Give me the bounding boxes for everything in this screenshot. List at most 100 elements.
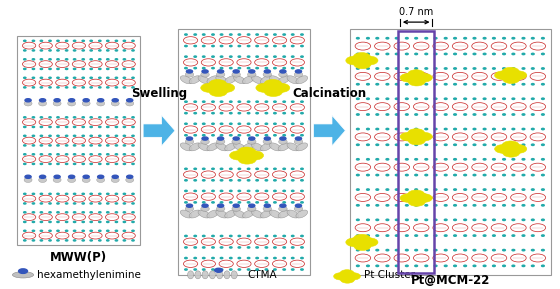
Circle shape bbox=[73, 221, 76, 223]
Circle shape bbox=[256, 180, 258, 181]
Circle shape bbox=[248, 56, 250, 57]
Circle shape bbox=[295, 137, 301, 140]
Ellipse shape bbox=[39, 177, 46, 182]
Circle shape bbox=[194, 247, 197, 248]
Circle shape bbox=[274, 135, 276, 136]
Circle shape bbox=[32, 212, 35, 213]
Circle shape bbox=[346, 238, 363, 247]
Circle shape bbox=[82, 145, 85, 146]
Circle shape bbox=[454, 235, 456, 236]
Circle shape bbox=[542, 144, 544, 145]
Circle shape bbox=[123, 145, 125, 146]
Circle shape bbox=[73, 240, 76, 241]
Circle shape bbox=[274, 123, 276, 124]
Circle shape bbox=[395, 128, 398, 130]
Circle shape bbox=[386, 205, 389, 206]
Circle shape bbox=[73, 50, 76, 51]
Circle shape bbox=[367, 159, 369, 160]
Ellipse shape bbox=[296, 143, 307, 151]
Circle shape bbox=[123, 59, 125, 60]
Circle shape bbox=[408, 190, 424, 199]
Circle shape bbox=[357, 219, 359, 221]
Circle shape bbox=[73, 77, 76, 78]
Ellipse shape bbox=[287, 210, 299, 218]
Circle shape bbox=[217, 70, 223, 73]
Circle shape bbox=[248, 247, 250, 248]
Circle shape bbox=[90, 68, 92, 70]
Circle shape bbox=[40, 221, 43, 223]
Circle shape bbox=[24, 77, 26, 78]
Circle shape bbox=[265, 235, 268, 237]
Circle shape bbox=[512, 205, 515, 206]
Circle shape bbox=[283, 190, 286, 192]
Circle shape bbox=[99, 221, 101, 223]
Circle shape bbox=[483, 249, 486, 251]
Circle shape bbox=[283, 56, 286, 57]
Circle shape bbox=[115, 212, 118, 213]
Circle shape bbox=[57, 50, 59, 51]
Circle shape bbox=[367, 205, 369, 206]
Circle shape bbox=[230, 123, 232, 124]
Circle shape bbox=[274, 45, 276, 47]
Circle shape bbox=[99, 117, 101, 118]
Circle shape bbox=[220, 45, 223, 47]
Circle shape bbox=[280, 137, 286, 140]
Circle shape bbox=[522, 84, 525, 85]
Circle shape bbox=[127, 99, 133, 102]
Circle shape bbox=[464, 98, 466, 99]
Circle shape bbox=[212, 180, 214, 181]
Ellipse shape bbox=[242, 210, 254, 218]
Ellipse shape bbox=[296, 210, 307, 218]
Circle shape bbox=[82, 126, 85, 127]
Circle shape bbox=[493, 189, 495, 190]
Circle shape bbox=[434, 128, 437, 130]
Ellipse shape bbox=[97, 177, 105, 182]
Circle shape bbox=[283, 269, 286, 270]
Circle shape bbox=[376, 189, 379, 190]
Circle shape bbox=[256, 112, 258, 114]
Circle shape bbox=[40, 50, 43, 51]
Circle shape bbox=[40, 87, 43, 88]
Circle shape bbox=[405, 38, 408, 39]
Circle shape bbox=[444, 114, 447, 115]
Circle shape bbox=[454, 53, 456, 55]
Circle shape bbox=[99, 145, 101, 146]
Circle shape bbox=[274, 247, 276, 248]
Circle shape bbox=[99, 40, 101, 41]
Circle shape bbox=[230, 68, 232, 69]
Circle shape bbox=[444, 249, 447, 251]
Circle shape bbox=[292, 56, 294, 57]
Ellipse shape bbox=[216, 210, 227, 218]
Circle shape bbox=[123, 230, 125, 231]
Circle shape bbox=[90, 145, 92, 146]
Circle shape bbox=[49, 40, 51, 41]
Circle shape bbox=[265, 247, 268, 248]
Circle shape bbox=[194, 168, 197, 169]
Circle shape bbox=[106, 230, 109, 231]
Circle shape bbox=[405, 128, 408, 130]
Circle shape bbox=[249, 204, 255, 207]
Circle shape bbox=[49, 68, 51, 70]
Circle shape bbox=[132, 59, 134, 60]
Circle shape bbox=[283, 247, 286, 248]
Circle shape bbox=[386, 174, 389, 176]
Circle shape bbox=[230, 235, 232, 237]
Circle shape bbox=[376, 38, 379, 39]
Circle shape bbox=[185, 68, 187, 69]
Circle shape bbox=[185, 34, 187, 35]
Circle shape bbox=[40, 99, 46, 102]
Ellipse shape bbox=[269, 210, 281, 218]
Circle shape bbox=[106, 145, 109, 146]
Circle shape bbox=[301, 101, 303, 102]
Circle shape bbox=[82, 40, 85, 41]
Circle shape bbox=[415, 98, 418, 99]
Circle shape bbox=[82, 68, 85, 70]
Circle shape bbox=[454, 84, 456, 85]
Circle shape bbox=[203, 45, 205, 47]
Circle shape bbox=[220, 123, 223, 124]
Circle shape bbox=[220, 247, 223, 248]
Circle shape bbox=[283, 123, 286, 124]
Circle shape bbox=[132, 240, 134, 241]
Circle shape bbox=[386, 235, 389, 236]
Circle shape bbox=[283, 135, 286, 136]
